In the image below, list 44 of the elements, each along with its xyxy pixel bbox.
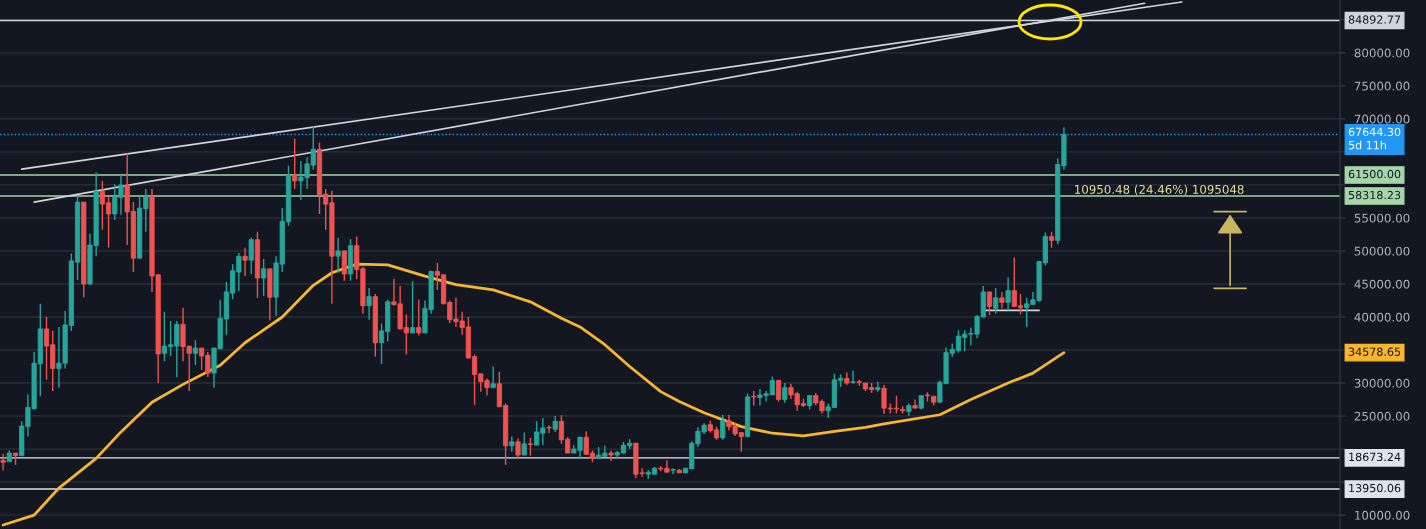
- candlestick: [242, 246, 248, 277]
- candlestick: [515, 437, 521, 459]
- candlestick: [670, 467, 676, 475]
- line-series: [1, 262, 1066, 527]
- candlestick: [341, 249, 347, 282]
- y-tick-label: 10000.00: [1355, 510, 1410, 520]
- candlestick: [490, 365, 496, 389]
- candlestick: [409, 280, 416, 335]
- ref-line-label: 58318.23: [1348, 190, 1401, 200]
- candlestick: [416, 299, 422, 337]
- candlestick: [782, 382, 788, 404]
- ref-line-label: 67644.30 5d 11h: [1348, 127, 1401, 150]
- candlestick: [192, 339, 199, 366]
- y-tick-label: 70000.00: [1354, 114, 1410, 124]
- candlestick: [521, 431, 527, 456]
- candlestick: [993, 287, 999, 315]
- candlestick: [0, 453, 6, 471]
- y-tick-label: 55000.00: [1354, 213, 1410, 223]
- candlestick: [366, 287, 372, 321]
- candlestick: [292, 137, 298, 190]
- y-tick-label: 40000.00: [1354, 312, 1410, 322]
- candlestick: [261, 258, 267, 297]
- candlestick: [546, 424, 552, 434]
- candlestick: [850, 369, 856, 385]
- ref-line-label: 18673.24: [1349, 452, 1401, 462]
- candlestick: [875, 381, 881, 393]
- ref-line-label: 84892.77: [1348, 15, 1401, 24]
- y-tick-label: 25000.00: [1354, 411, 1410, 421]
- candlestick: [720, 414, 726, 441]
- candlestick: [248, 237, 254, 275]
- y-tick-label: 30000.00: [1354, 378, 1410, 388]
- candlestick: [986, 291, 993, 316]
- y-tick-label: 75000.00: [1354, 81, 1410, 91]
- y-tick-label: 80000.00: [1354, 48, 1410, 58]
- y-tick-label: 45000.00: [1354, 279, 1410, 289]
- annotation: 10950.48 (24.46%) 1095048: [1075, 184, 1244, 196]
- candlestick: [1005, 276, 1011, 312]
- ref-line-label: 61500.00: [1348, 169, 1401, 179]
- y-tick-label: 50000.00: [1354, 246, 1410, 256]
- candlestick: [608, 449, 614, 462]
- candlestick: [335, 237, 341, 274]
- candlestick: [509, 435, 515, 453]
- text: 34578.65: [1348, 347, 1401, 356]
- ref-line-label: 13950.06: [1349, 483, 1401, 493]
